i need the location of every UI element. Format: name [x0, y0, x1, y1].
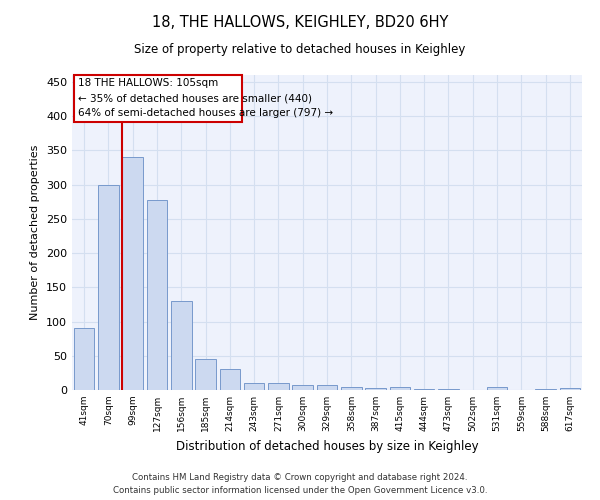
Text: 18, THE HALLOWS, KEIGHLEY, BD20 6HY: 18, THE HALLOWS, KEIGHLEY, BD20 6HY	[152, 15, 448, 30]
Text: Contains HM Land Registry data © Crown copyright and database right 2024.
Contai: Contains HM Land Registry data © Crown c…	[113, 474, 487, 495]
Bar	[146, 200, 167, 390]
Bar	[171, 301, 191, 390]
Bar	[389, 388, 410, 390]
Text: 18 THE HALLOWS: 105sqm
← 35% of detached houses are smaller (440)
64% of semi-de: 18 THE HALLOWS: 105sqm ← 35% of detached…	[78, 78, 333, 118]
Bar	[98, 184, 119, 390]
Bar	[487, 388, 508, 390]
Bar	[220, 370, 240, 390]
X-axis label: Distribution of detached houses by size in Keighley: Distribution of detached houses by size …	[176, 440, 478, 452]
Bar	[365, 388, 386, 390]
Bar	[414, 388, 434, 390]
Bar	[317, 384, 337, 390]
Bar	[122, 157, 143, 390]
Bar	[74, 75, 242, 122]
Bar	[268, 383, 289, 390]
Bar	[195, 358, 216, 390]
Text: Size of property relative to detached houses in Keighley: Size of property relative to detached ho…	[134, 42, 466, 56]
Bar	[341, 388, 362, 390]
Bar	[292, 384, 313, 390]
Y-axis label: Number of detached properties: Number of detached properties	[31, 145, 40, 320]
Bar	[560, 388, 580, 390]
Bar	[535, 388, 556, 390]
Bar	[244, 383, 265, 390]
Bar	[74, 328, 94, 390]
